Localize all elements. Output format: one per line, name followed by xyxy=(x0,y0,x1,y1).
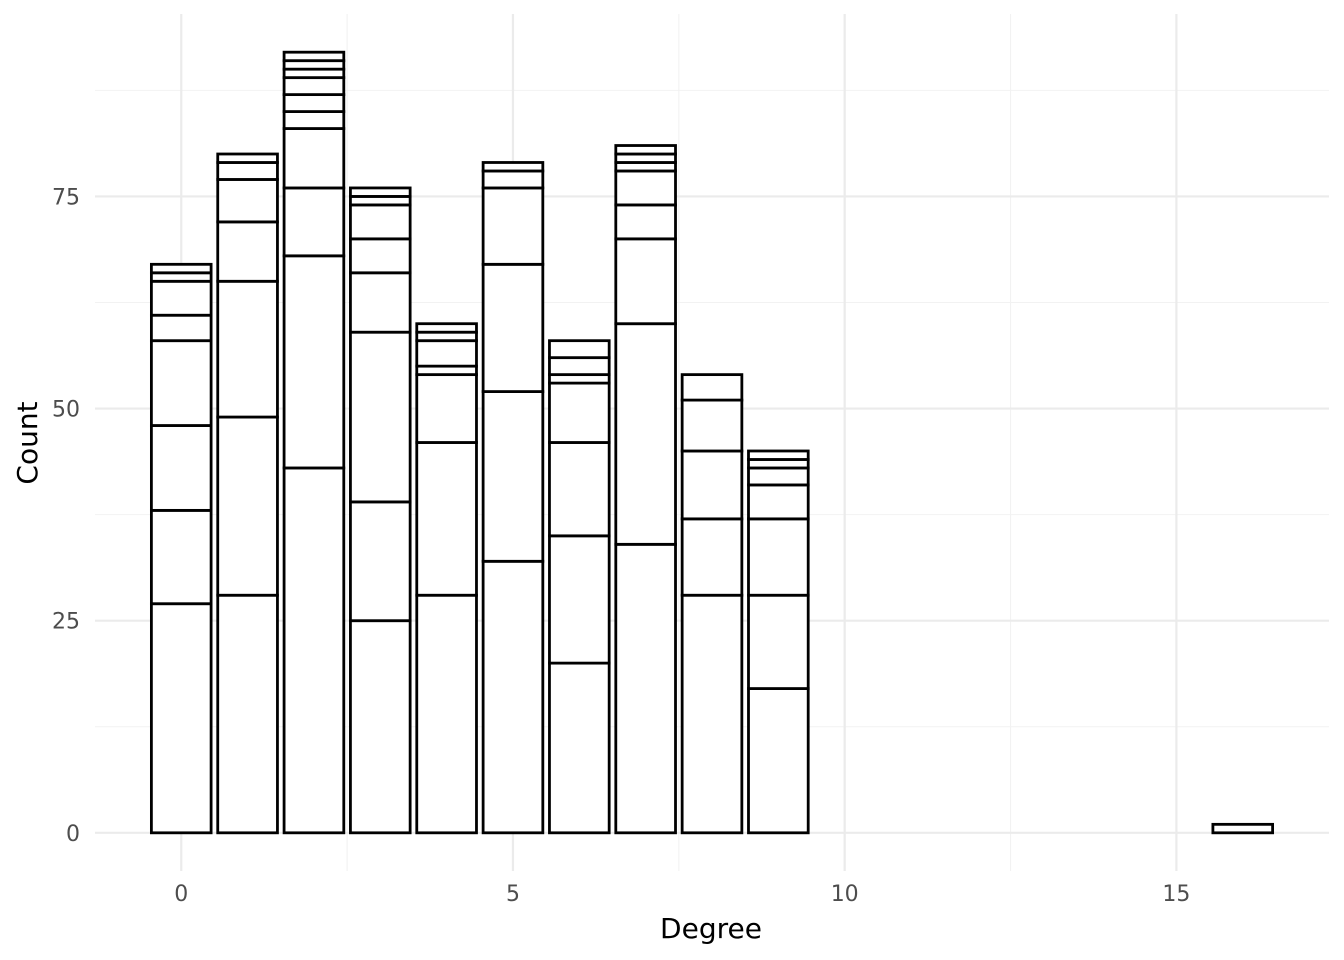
bar-segment xyxy=(216,279,279,419)
histogram-bin xyxy=(548,339,611,835)
bar-segment xyxy=(216,415,279,597)
bar-segment xyxy=(216,161,279,181)
bar-segment xyxy=(282,254,346,470)
bar-segment xyxy=(282,50,346,63)
bar-segment xyxy=(747,449,810,461)
bar-segment xyxy=(349,619,412,835)
bar-segment xyxy=(415,593,478,835)
bar-segment xyxy=(282,110,346,130)
bar-segment xyxy=(548,661,611,835)
bar-segment xyxy=(481,559,545,835)
bar-segment xyxy=(481,390,545,563)
bar-segment xyxy=(149,424,213,512)
bar-segment xyxy=(282,186,346,258)
bar-segment xyxy=(149,313,213,343)
bar-segment xyxy=(216,593,279,835)
bar-segment xyxy=(680,593,744,835)
bar-segment xyxy=(481,161,545,173)
bar-segment xyxy=(149,602,213,835)
histogram-bin xyxy=(1211,822,1275,835)
bar-segment xyxy=(349,500,412,623)
bar-segment xyxy=(349,237,412,275)
histogram-bin xyxy=(349,186,412,835)
histogram-bin xyxy=(481,161,545,835)
bar-segment xyxy=(548,339,611,360)
bar-segment xyxy=(149,279,213,317)
bar-segment xyxy=(747,483,810,521)
bar-segment xyxy=(481,262,545,393)
bar-segment xyxy=(680,373,744,402)
bar-segment xyxy=(548,381,611,444)
bar-segment xyxy=(216,178,279,224)
bar-segment xyxy=(614,237,677,326)
bar-segment xyxy=(282,466,346,835)
bar-segment xyxy=(282,76,346,97)
bar-segment xyxy=(747,687,810,835)
x-tick-label: 0 xyxy=(174,882,188,907)
histogram-bin xyxy=(149,262,213,835)
bar-segment xyxy=(548,441,611,538)
bar-segment xyxy=(415,441,478,597)
bar-segment xyxy=(349,271,412,334)
x-axis-title: Degree xyxy=(660,912,762,945)
x-tick-label: 15 xyxy=(1162,882,1190,907)
bar-segment xyxy=(548,534,611,665)
histogram-bin xyxy=(747,449,810,835)
bar-segment xyxy=(747,517,810,597)
bar-segment xyxy=(614,144,677,156)
bar-segment xyxy=(548,356,611,377)
bar-segment xyxy=(282,127,346,190)
bar-segment xyxy=(747,593,810,690)
bar-segment xyxy=(149,508,213,606)
x-axis-tick-labels: 0 5 10 15 xyxy=(174,882,1190,907)
bar-segment xyxy=(149,262,213,275)
bar-segment xyxy=(481,186,545,266)
bar-segment xyxy=(216,220,279,283)
bar-segment xyxy=(349,186,412,198)
y-tick-label: 50 xyxy=(52,398,80,423)
histogram-bin xyxy=(282,50,346,835)
bar-segment xyxy=(415,373,478,444)
histogram-bin xyxy=(614,144,677,835)
y-axis-title: Count xyxy=(11,401,44,484)
bar-segment xyxy=(614,169,677,207)
bar-segment xyxy=(149,339,213,427)
histogram-bars xyxy=(149,50,1275,835)
y-tick-label: 75 xyxy=(52,185,80,210)
bar-segment xyxy=(415,339,478,368)
bar-segment xyxy=(680,517,744,597)
bar-segment xyxy=(216,152,279,164)
bar-segment xyxy=(349,203,412,241)
bar-segment xyxy=(680,398,744,453)
bar-segment xyxy=(614,203,677,241)
bar-segment xyxy=(481,169,545,190)
bar-segment xyxy=(415,322,478,334)
x-tick-label: 5 xyxy=(506,882,520,907)
bar-segment xyxy=(614,322,677,546)
bar-segment xyxy=(747,466,810,487)
histogram-bin xyxy=(216,152,279,835)
y-axis-tick-labels: 0 25 50 75 xyxy=(52,185,80,846)
bar-segment xyxy=(680,449,744,521)
histogram-bin xyxy=(680,373,744,835)
bar-segment xyxy=(1211,822,1275,835)
bar-segment xyxy=(349,330,412,504)
x-tick-label: 10 xyxy=(831,882,859,907)
y-tick-label: 25 xyxy=(52,610,80,635)
y-tick-label: 0 xyxy=(66,822,80,847)
histogram-bin xyxy=(415,322,478,835)
bar-segment xyxy=(614,542,677,835)
bar-segment xyxy=(282,93,346,113)
